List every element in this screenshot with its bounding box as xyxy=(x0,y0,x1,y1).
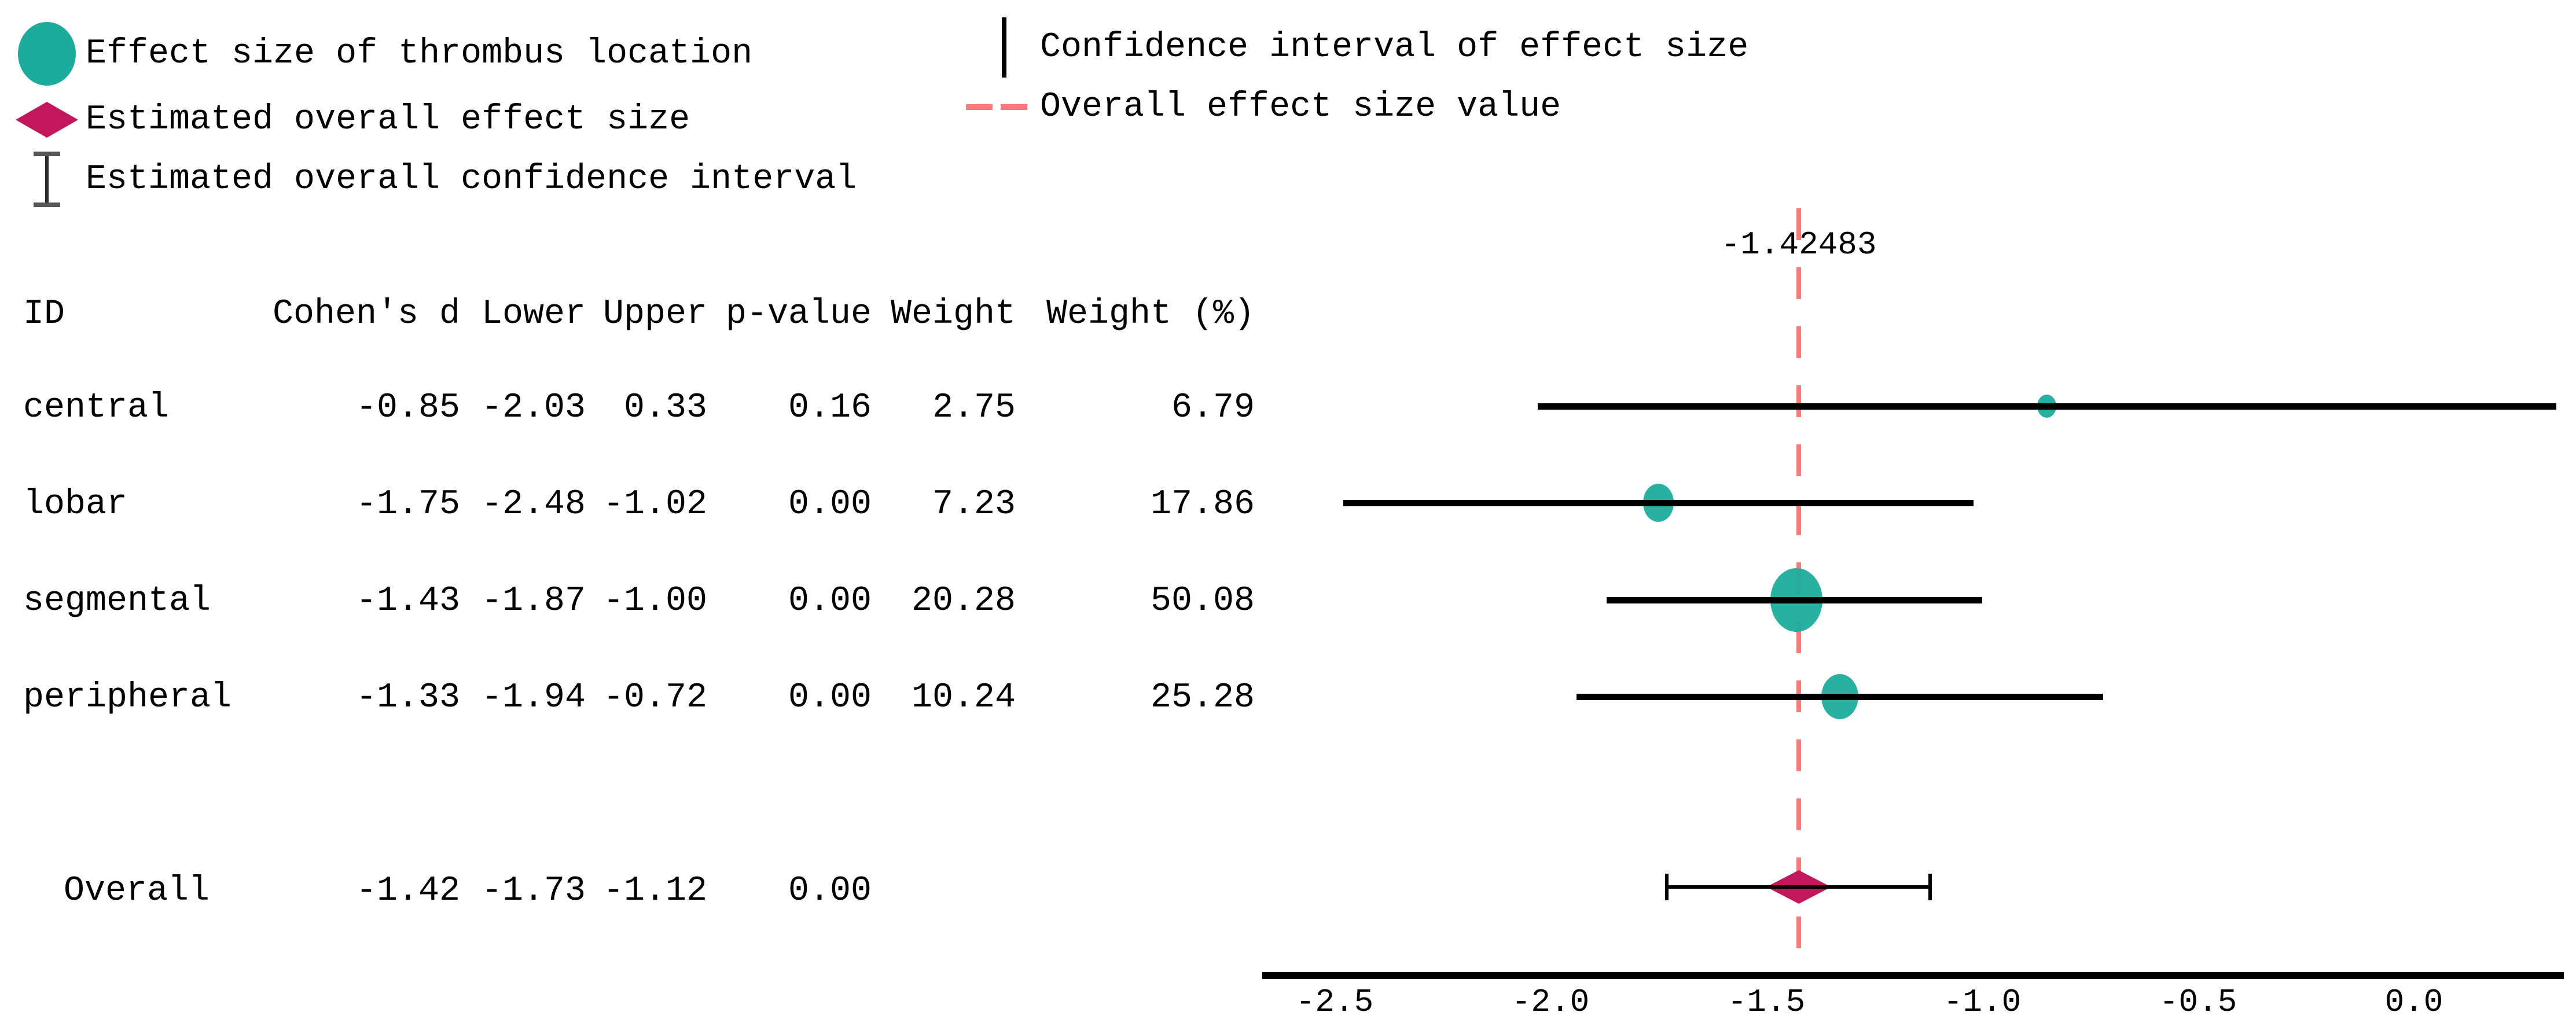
x-tick-label: -2.5 xyxy=(1295,984,1374,1021)
table-row-cell-weight: 10.24 xyxy=(911,678,1016,717)
x-tick-label: -2.0 xyxy=(1511,984,1590,1021)
table-row-cell-p_value: 0.16 xyxy=(788,388,872,428)
table-row-cell-cohens_d: -0.85 xyxy=(355,388,460,428)
x-tick-label: -0.5 xyxy=(2159,984,2237,1021)
table-row-cell-weight_pct: 25.28 xyxy=(1150,678,1255,717)
table-row-cell-upper: -0.72 xyxy=(602,678,707,717)
table-row-overall-cell-upper: -1.12 xyxy=(602,871,707,911)
table-row-cell-id: lobar xyxy=(23,485,128,524)
ci-line xyxy=(1537,403,2557,410)
table-row-cell-weight: 2.75 xyxy=(932,388,1016,428)
overall-ci-icon-line xyxy=(45,152,49,207)
overall-ci-icon-cap-top xyxy=(34,152,60,156)
overall-errorbar-cap-left xyxy=(1665,874,1669,900)
overall-value-line-icon-dash1 xyxy=(966,104,993,110)
table-row: lobar -1.75 -2.48 -1.02 0.00 7.23 17.86 xyxy=(0,487,1302,522)
effect-size-marker-icon xyxy=(18,22,76,86)
table-row-cell-cohens_d: -1.43 xyxy=(355,581,460,621)
table-row-cell-p_value: 0.00 xyxy=(788,678,872,717)
table-row-overall-cell-p_value: 0.00 xyxy=(788,871,872,911)
table-header-cell-id: ID xyxy=(23,295,65,334)
table-header-cell-cohens_d: Cohen's d xyxy=(272,295,460,334)
ci-line xyxy=(1606,597,1982,603)
table-row-cell-weight: 20.28 xyxy=(911,581,1016,621)
table-row-cell-upper: -1.02 xyxy=(602,485,707,524)
table-row-cell-lower: -2.03 xyxy=(481,388,586,428)
table-row: central -0.85 -2.03 0.33 0.16 2.75 6.79 xyxy=(0,391,1302,425)
table-row-cell-id: central xyxy=(23,388,170,428)
table-header-cell-weight_pct: Weight (%) xyxy=(1046,295,1255,334)
overall-value-line-icon-dash2 xyxy=(1001,104,1027,110)
table-row-overall-cell-cohens_d: -1.42 xyxy=(355,871,460,911)
overall-value-annotation: -1.42483 xyxy=(1721,226,1877,263)
table-header-cell-p_value: p-value xyxy=(725,295,872,334)
overall-ci-icon xyxy=(34,152,60,207)
legend-label: Estimated overall effect size xyxy=(86,100,690,139)
table-header-cell-weight: Weight xyxy=(890,295,1016,334)
table-row-cell-upper: 0.33 xyxy=(623,388,707,428)
table-header: ID Cohen's d Lower Upper p-value Weight Weight… xyxy=(0,297,1302,332)
table-row-cell-weight: 7.23 xyxy=(932,485,1016,524)
x-tick-label: 0.0 xyxy=(2384,984,2443,1021)
x-tick-label: -1.5 xyxy=(1727,984,1806,1021)
overall-ci-icon-cap-bottom xyxy=(34,203,60,207)
table-row-cell-weight_pct: 17.86 xyxy=(1150,485,1255,524)
table-row-cell-p_value: 0.00 xyxy=(788,581,872,621)
table-row-overall: Overall -1.42 -1.73 -1.12 0.00 xyxy=(0,874,1302,908)
overall-errorbar-cap-right xyxy=(1928,874,1932,900)
table-row-cell-id: peripheral xyxy=(23,678,232,717)
ci-line xyxy=(1576,693,2103,700)
overall-diamond-icon xyxy=(16,102,78,138)
table-row: peripheral -1.33 -1.94 -0.72 0.00 10.24 25.28 xyxy=(0,680,1302,715)
table-header-cell-upper: Upper xyxy=(602,295,707,334)
table-row-cell-id: segmental xyxy=(23,581,211,621)
ci-line-icon xyxy=(1002,17,1006,78)
legend-label: Overall effect size value xyxy=(1040,87,1561,127)
table-row-cell-cohens_d: -1.75 xyxy=(355,485,460,524)
table-row-cell-weight_pct: 6.79 xyxy=(1171,388,1255,428)
x-axis xyxy=(1262,972,2564,979)
table-row-cell-lower: -1.94 xyxy=(481,678,586,717)
table-header-cell-lower: Lower xyxy=(481,295,586,334)
table-row-cell-p_value: 0.00 xyxy=(788,485,872,524)
table-row-cell-upper: -1.00 xyxy=(602,581,707,621)
table-row-cell-weight_pct: 50.08 xyxy=(1150,581,1255,621)
table-row-cell-cohens_d: -1.33 xyxy=(355,678,460,717)
ci-line xyxy=(1343,499,1974,506)
table-row-overall-cell-lower: -1.73 xyxy=(481,871,586,911)
table-row-cell-lower: -1.87 xyxy=(481,581,586,621)
table-row-overall-cell-id: Overall xyxy=(64,871,210,911)
legend-label: Effect size of thrombus location xyxy=(86,34,753,73)
legend-label: Confidence interval of effect size xyxy=(1040,28,1749,67)
table-row-cell-lower: -2.48 xyxy=(481,485,586,524)
table-row: segmental -1.43 -1.87 -1.00 0.00 20.28 50.08 xyxy=(0,584,1302,619)
legend-label: Estimated overall confidence interval xyxy=(86,160,857,199)
x-tick-label: -1.0 xyxy=(1943,984,2022,1021)
overall-errorbar-line xyxy=(1667,885,1931,889)
